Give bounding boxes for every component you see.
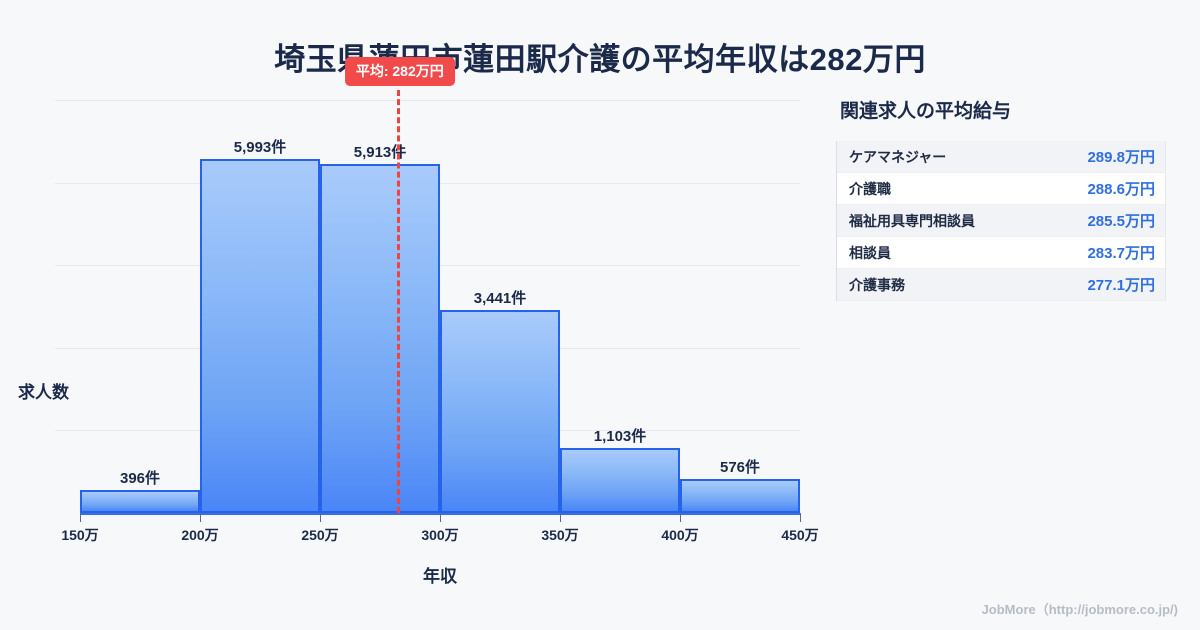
- salary-table-row: 介護事務 277.1万円: [837, 269, 1165, 301]
- bar-value-label: 576件: [719, 459, 761, 477]
- salary-amount: 289.8万円: [1087, 149, 1155, 166]
- x-tick-label: 300万: [421, 527, 459, 543]
- salary-table-row: ケアマネジャー 289.8万円: [837, 141, 1165, 173]
- salary-amount: 285.5万円: [1087, 213, 1155, 230]
- x-tick-label: 350万: [541, 527, 579, 543]
- x-tick-mark: [680, 513, 681, 522]
- average-line: 平均: 282万円: [344, 57, 455, 513]
- salary-amount: 277.1万円: [1087, 277, 1155, 294]
- gridline-4: [55, 100, 800, 101]
- average-badge: 平均: 282万円: [344, 57, 455, 86]
- x-tick-label: 450万: [781, 527, 819, 543]
- salary-table-row: 相談員 283.7万円: [837, 237, 1165, 269]
- salary-job-name: ケアマネジャー: [849, 148, 947, 165]
- bar: [80, 489, 200, 513]
- related-salary-panel: 関連求人の平均給与 ケアマネジャー 289.8万円介護職 288.6万円福祉用具専門…: [836, 96, 1166, 301]
- plot-area: 396件 5,993件 5,913件 3,441件 1,103件 576件 150万 200…: [55, 57, 819, 543]
- salary-amount: 283.7万円: [1087, 245, 1155, 262]
- page-title: 埼玉県蓮田市蓮田駅介護の平均年収は282万円: [274, 42, 926, 77]
- salary-job-name: 介護事務: [849, 276, 905, 293]
- bar: [320, 164, 440, 513]
- y-axis-title: 求人数: [18, 383, 69, 402]
- x-tick-label: 200万: [181, 527, 219, 543]
- bar-value-label: 3,441件: [473, 289, 527, 307]
- bar: [680, 479, 800, 513]
- bar-value-label: 5,993件: [233, 139, 287, 157]
- x-tick-mark: [320, 513, 321, 522]
- footer-credit: JobMore（http://jobmore.co.jp/): [981, 602, 1178, 617]
- bar-value-label: 396件: [119, 469, 161, 487]
- bar: [440, 309, 560, 513]
- salary-job-name: 介護職: [849, 180, 891, 197]
- histogram-chart: 求人数 年収 396件 5,993件 5,913件 3,441件 1,103件 576件 …: [0, 57, 820, 596]
- related-salary-title: 関連求人の平均給与: [840, 101, 1012, 122]
- salary-table-row: 介護職 288.6万円: [837, 173, 1165, 205]
- x-tick-mark: [560, 513, 561, 522]
- x-tick-mark: [800, 513, 801, 522]
- x-tick-mark: [80, 513, 81, 522]
- x-axis-title: 年収: [423, 567, 457, 586]
- bar: [560, 447, 680, 513]
- salary-job-name: 福祉用具専門相談員: [849, 212, 975, 229]
- x-tick-label: 400万: [661, 527, 699, 543]
- x-tick-mark: [200, 513, 201, 522]
- salary-job-name: 相談員: [849, 244, 891, 261]
- x-tick-mark: [440, 513, 441, 522]
- bar-value-label: 5,913件: [353, 144, 407, 162]
- salary-table-row: 福祉用具専門相談員 285.5万円: [837, 205, 1165, 237]
- x-tick-label: 250万: [301, 527, 339, 543]
- bar-value-label: 1,103件: [593, 427, 647, 445]
- bar: [200, 159, 320, 513]
- x-tick-label: 150万: [61, 527, 99, 543]
- related-salary-table: ケアマネジャー 289.8万円介護職 288.6万円福祉用具専門相談員 285.5万円…: [836, 141, 1166, 301]
- salary-amount: 288.6万円: [1087, 181, 1155, 198]
